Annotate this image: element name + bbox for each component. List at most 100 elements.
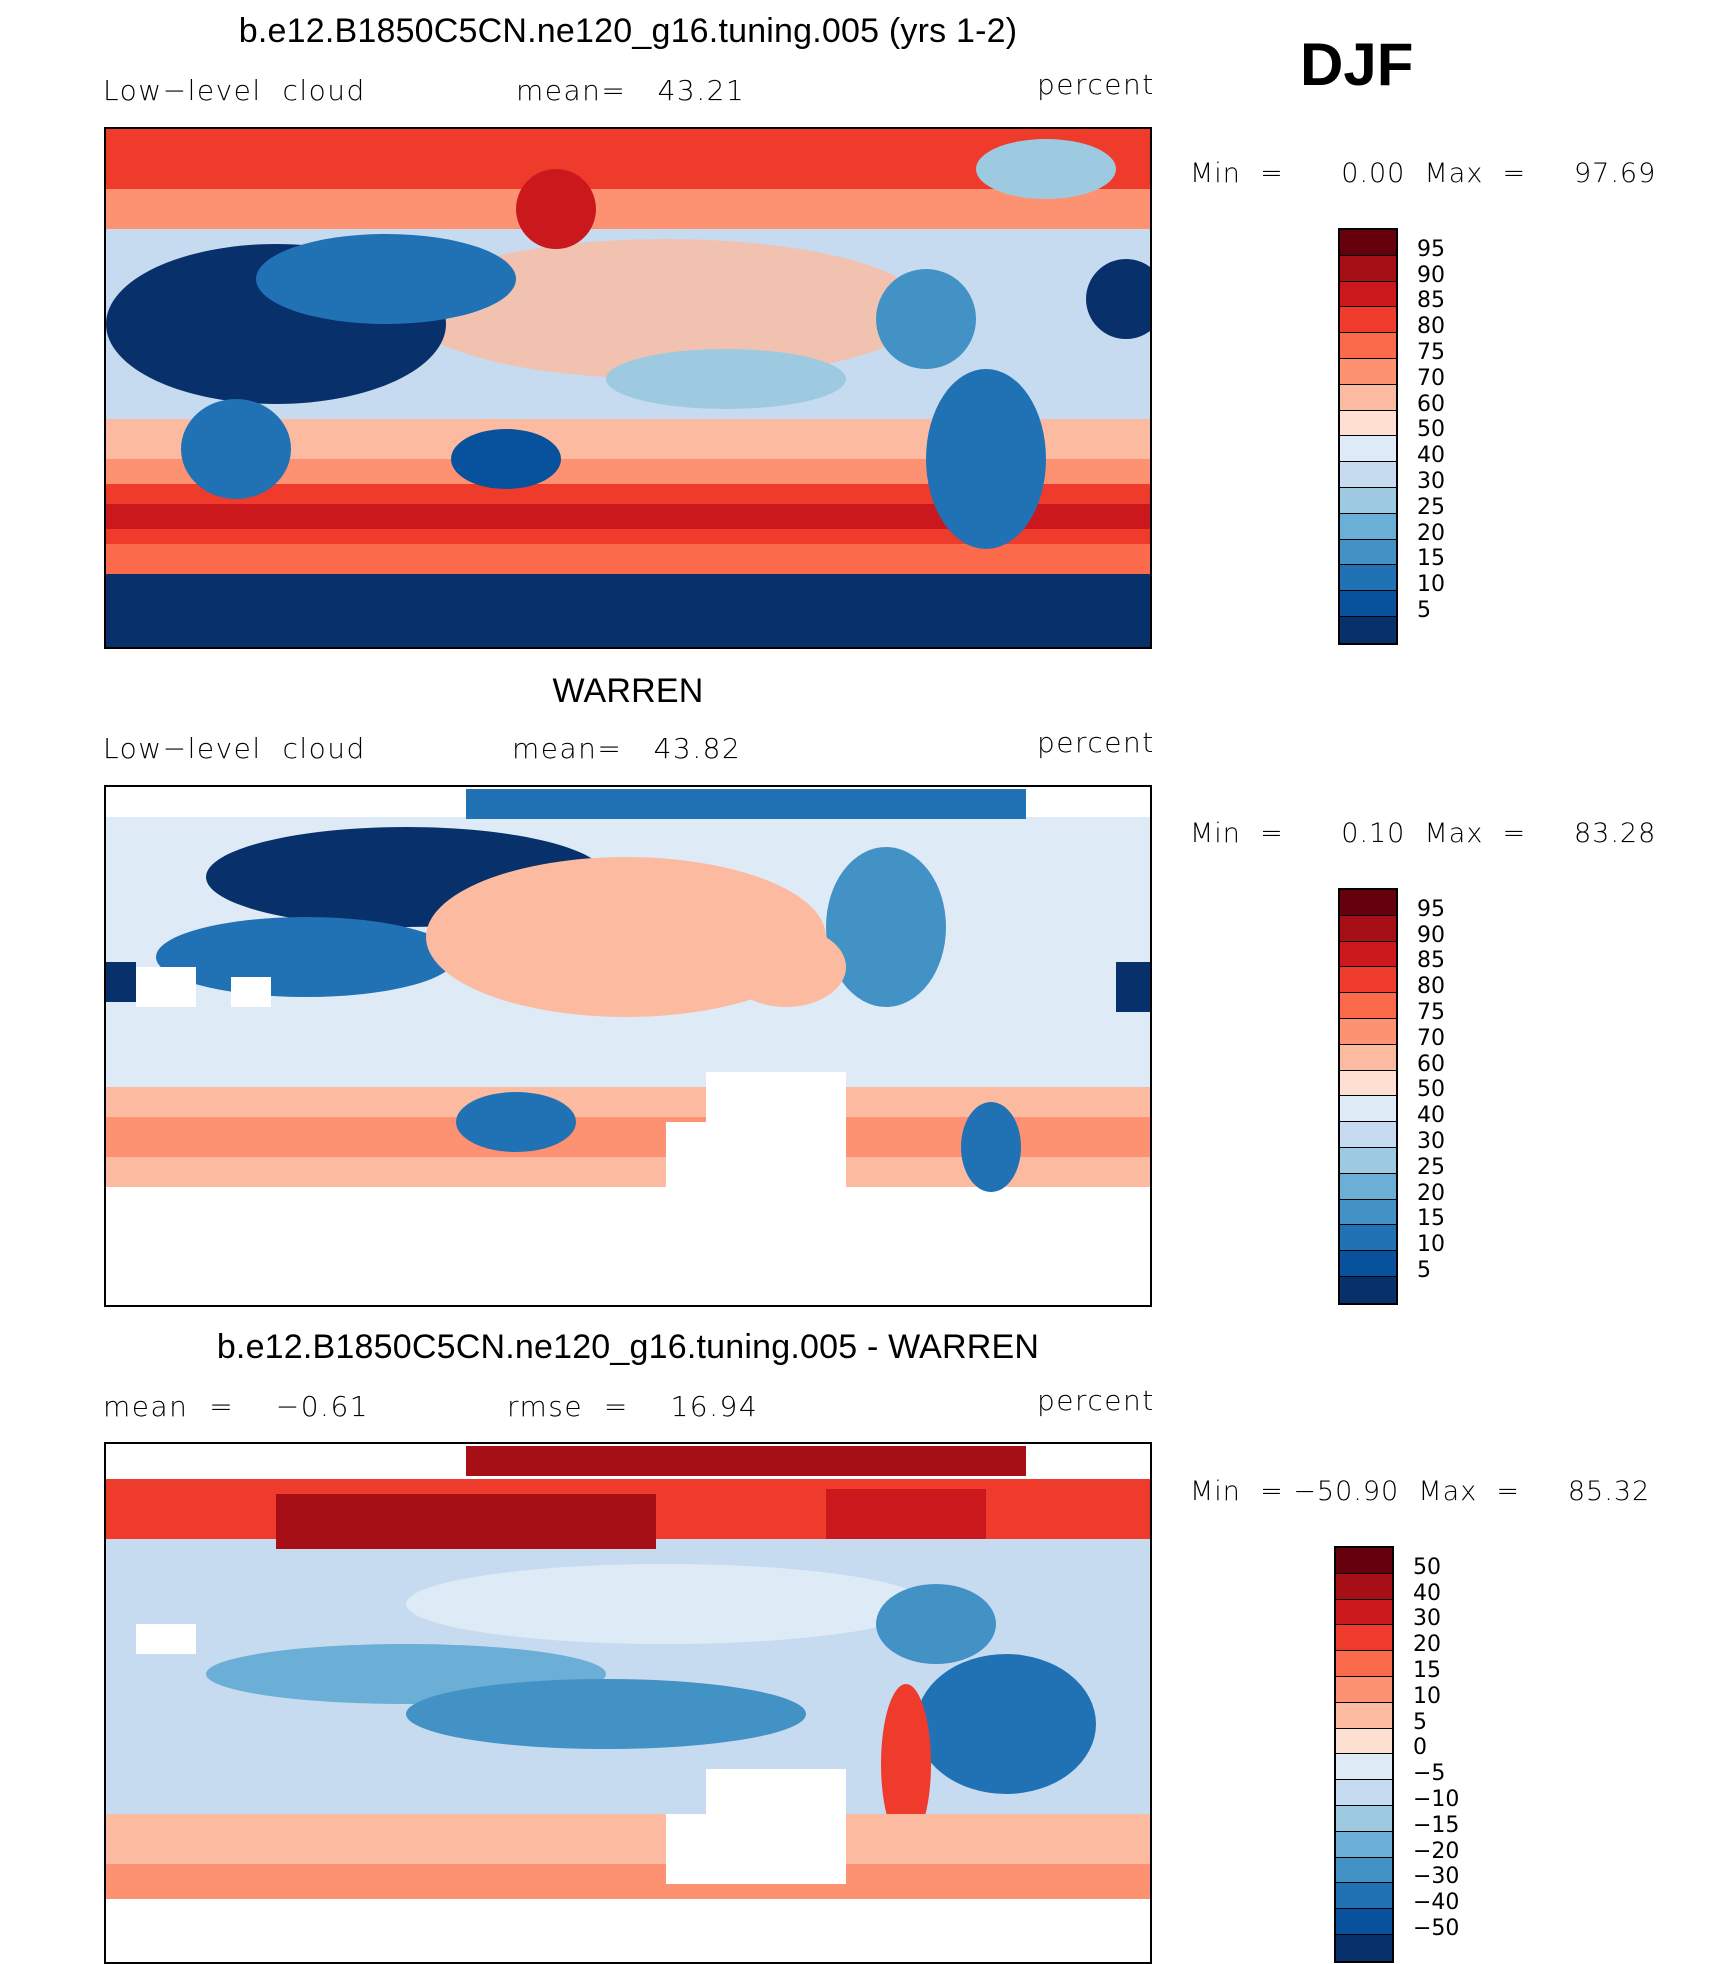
panel-1-variable-label: Low−level cloud bbox=[103, 74, 366, 107]
colorbar-tick-label: 60 bbox=[1417, 391, 1445, 417]
colorbar-tick-label: 15 bbox=[1417, 1206, 1445, 1232]
panel-2-map bbox=[104, 785, 1152, 1307]
panel-3-colorbar bbox=[1334, 1546, 1394, 1963]
colorbar-tick-label: 30 bbox=[1417, 1129, 1445, 1154]
colorbar-segment bbox=[1340, 1199, 1396, 1226]
panel-1-range: Min = 0.00 Max = 97.69 bbox=[1190, 158, 1657, 189]
colorbar-segment bbox=[1340, 1044, 1396, 1071]
colorbar-tick-label: 0 bbox=[1413, 1735, 1427, 1761]
colorbar-tick-label: −50 bbox=[1413, 1916, 1460, 1941]
panel-3-mean-label: mean = −0.61 bbox=[103, 1390, 370, 1423]
colorbar-segment bbox=[1340, 565, 1396, 592]
colorbar-segment bbox=[1336, 1573, 1392, 1600]
panel-2-title: WARREN bbox=[552, 672, 704, 710]
colorbar-segment bbox=[1336, 1883, 1392, 1910]
panel-2-range: Min = 0.10 Max = 83.28 bbox=[1190, 818, 1657, 849]
colorbar-segment bbox=[1340, 487, 1396, 514]
colorbar-segment bbox=[1340, 1251, 1396, 1277]
colorbar-tick-label: 85 bbox=[1417, 948, 1445, 974]
panel-2-mean-label: mean= 43.82 bbox=[512, 732, 742, 765]
panel-2-variable-label: Low−level cloud bbox=[103, 732, 366, 765]
colorbar-segment bbox=[1340, 1122, 1396, 1148]
colorbar-segment bbox=[1340, 539, 1396, 566]
colorbar-tick-label: 20 bbox=[1417, 520, 1445, 546]
colorbar-tick-label: −20 bbox=[1413, 1838, 1460, 1864]
colorbar-segment bbox=[1340, 993, 1396, 1019]
colorbar-segment bbox=[1336, 1934, 1392, 1961]
colorbar-segment bbox=[1340, 915, 1396, 942]
colorbar-tick-label: 85 bbox=[1417, 288, 1445, 314]
panel-1-mean-label: mean= 43.21 bbox=[516, 74, 746, 107]
colorbar-tick-label: 40 bbox=[1417, 1103, 1445, 1129]
colorbar-tick-label: −15 bbox=[1413, 1812, 1460, 1838]
colorbar-segment bbox=[1340, 436, 1396, 463]
panel-3-title: b.e12.B1850C5CN.ne120_g16.tuning.005 - W… bbox=[216, 1328, 1040, 1366]
colorbar-tick-label: 50 bbox=[1413, 1554, 1441, 1580]
colorbar-segment bbox=[1340, 462, 1396, 488]
colorbar-tick-label: 10 bbox=[1413, 1683, 1441, 1709]
colorbar-segment bbox=[1340, 890, 1396, 916]
colorbar-segment bbox=[1336, 1780, 1392, 1806]
colorbar-tick-label: 20 bbox=[1413, 1632, 1441, 1658]
colorbar-tick-label: 90 bbox=[1417, 262, 1445, 288]
colorbar-segment bbox=[1340, 941, 1396, 968]
colorbar-segment bbox=[1336, 1548, 1392, 1574]
colorbar-tick-label: 30 bbox=[1417, 469, 1445, 494]
colorbar-segment bbox=[1340, 307, 1396, 334]
colorbar-segment bbox=[1340, 1225, 1396, 1252]
colorbar-tick-label: 95 bbox=[1417, 236, 1445, 262]
colorbar-segment bbox=[1340, 358, 1396, 385]
colorbar-segment bbox=[1336, 1831, 1392, 1858]
colorbar-tick-label: −5 bbox=[1413, 1761, 1446, 1787]
colorbar-segment bbox=[1340, 967, 1396, 994]
colorbar-tick-label: 30 bbox=[1413, 1606, 1441, 1632]
colorbar-segment bbox=[1336, 1625, 1392, 1652]
colorbar-tick-label: 70 bbox=[1417, 365, 1445, 391]
panel-2-units-label: percent bbox=[1037, 726, 1155, 759]
panel-2-colorbar bbox=[1338, 888, 1398, 1305]
panel-3-rmse-label: rmse = 16.94 bbox=[507, 1390, 759, 1423]
colorbar-tick-label: 5 bbox=[1417, 1258, 1431, 1283]
colorbar-segment bbox=[1340, 333, 1396, 359]
colorbar-tick-label: 40 bbox=[1413, 1580, 1441, 1606]
colorbar-segment bbox=[1340, 1147, 1396, 1174]
colorbar-tick-label: 15 bbox=[1413, 1658, 1441, 1683]
panel-3-units-label: percent bbox=[1037, 1384, 1155, 1417]
colorbar-segment bbox=[1340, 1018, 1396, 1045]
colorbar-segment bbox=[1340, 230, 1396, 256]
colorbar-tick-label: 25 bbox=[1417, 494, 1445, 520]
colorbar-segment bbox=[1336, 1754, 1392, 1781]
season-label: DJF bbox=[1300, 31, 1414, 98]
colorbar-tick-label: 15 bbox=[1417, 546, 1445, 572]
colorbar-tick-label: 10 bbox=[1417, 572, 1445, 598]
colorbar-segment bbox=[1336, 1909, 1392, 1935]
colorbar-tick-label: 20 bbox=[1417, 1180, 1445, 1206]
colorbar-segment bbox=[1340, 410, 1396, 437]
colorbar-tick-label: 10 bbox=[1417, 1232, 1445, 1258]
colorbar-tick-label: 40 bbox=[1417, 443, 1445, 469]
panel-3-range: Min = −50.90 Max = 85.32 bbox=[1190, 1476, 1651, 1507]
colorbar-tick-label: 60 bbox=[1417, 1051, 1445, 1077]
colorbar-tick-label: −40 bbox=[1413, 1890, 1460, 1916]
colorbar-tick-label: 95 bbox=[1417, 896, 1445, 922]
colorbar-tick-label: 5 bbox=[1413, 1709, 1427, 1735]
colorbar-segment bbox=[1340, 281, 1396, 308]
colorbar-segment bbox=[1336, 1857, 1392, 1884]
colorbar-segment bbox=[1340, 1173, 1396, 1200]
colorbar-segment bbox=[1340, 591, 1396, 617]
colorbar-segment bbox=[1340, 513, 1396, 540]
colorbar-tick-label: 80 bbox=[1417, 974, 1445, 1000]
colorbar-tick-label: −10 bbox=[1413, 1787, 1460, 1812]
colorbar-segment bbox=[1340, 1070, 1396, 1097]
colorbar-tick-label: 75 bbox=[1417, 340, 1445, 365]
colorbar-tick-label: 70 bbox=[1417, 1025, 1445, 1051]
colorbar-segment bbox=[1336, 1702, 1392, 1729]
colorbar-tick-label: −30 bbox=[1413, 1864, 1460, 1890]
colorbar-tick-label: 90 bbox=[1417, 922, 1445, 948]
colorbar-segment bbox=[1340, 1276, 1396, 1303]
colorbar-tick-label: 50 bbox=[1417, 1077, 1445, 1103]
panel-3-map bbox=[104, 1442, 1152, 1964]
panel-1-colorbar bbox=[1338, 228, 1398, 645]
colorbar-segment bbox=[1336, 1728, 1392, 1755]
panel-1-map bbox=[104, 127, 1152, 649]
